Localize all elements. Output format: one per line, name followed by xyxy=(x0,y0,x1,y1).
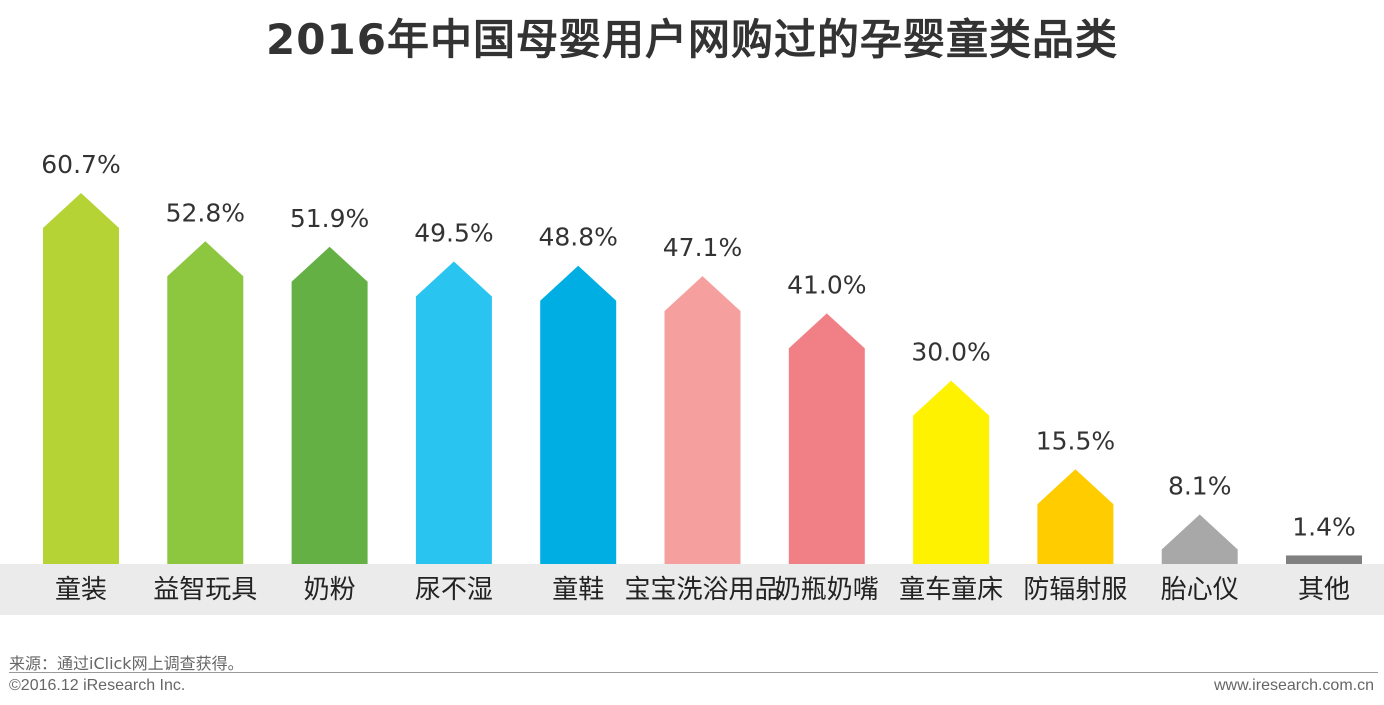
bar-2 xyxy=(167,241,244,564)
category-label-8: 童车童床 xyxy=(899,575,1003,605)
category-label-6: 宝宝洗浴用品 xyxy=(624,575,780,605)
category-label-2: 益智玩具 xyxy=(153,575,257,605)
category-axis-band xyxy=(0,564,1384,615)
value-label-8: 30.0% xyxy=(911,338,990,367)
bar-chart: 60.7% 童装 52.8% 益智玩具 51.9% 奶粉 49.5% 尿不湿 48.8% 童鞋 47… xyxy=(0,150,1384,615)
bar-1 xyxy=(43,193,119,564)
footer-divider xyxy=(9,672,1378,673)
website-url: www.iresearch.com.cn xyxy=(1213,677,1374,694)
bar-11 xyxy=(1286,555,1362,564)
value-label-10: 8.1% xyxy=(1168,471,1232,500)
bar-8 xyxy=(913,380,990,564)
category-label-4: 尿不湿 xyxy=(415,575,493,605)
category-label-10: 胎心仪 xyxy=(1161,575,1239,605)
value-label-1: 60.7% xyxy=(41,150,120,179)
bar-6 xyxy=(664,276,741,564)
category-label-7: 奶瓶奶嘴 xyxy=(775,575,879,605)
value-label-2: 52.8% xyxy=(166,198,245,227)
source-note: 来源：通过iClick网上调查获得。 xyxy=(9,654,244,673)
bar-10 xyxy=(1161,514,1238,564)
bar-5 xyxy=(540,265,617,564)
category-label-3: 奶粉 xyxy=(304,575,356,605)
bar-4 xyxy=(415,261,492,564)
chart-title: 2016年中国母婴用户网购过的孕婴童类品类 xyxy=(266,15,1118,64)
value-label-5: 48.8% xyxy=(538,223,617,252)
value-label-11: 1.4% xyxy=(1292,512,1356,541)
value-label-3: 51.9% xyxy=(290,204,369,233)
bar-3 xyxy=(291,246,368,564)
category-label-5: 童鞋 xyxy=(552,575,604,605)
category-label-1: 童装 xyxy=(55,575,107,605)
value-label-7: 41.0% xyxy=(787,270,866,299)
category-label-9: 防辐射服 xyxy=(1023,575,1127,605)
value-label-6: 47.1% xyxy=(663,233,742,262)
copyright-text: ©2016.12 iResearch Inc. xyxy=(9,677,186,694)
bar-7 xyxy=(788,313,865,564)
category-label-11: 其他 xyxy=(1298,575,1350,605)
bar-9 xyxy=(1037,469,1114,564)
value-label-9: 15.5% xyxy=(1036,426,1115,455)
value-label-4: 49.5% xyxy=(414,218,493,247)
